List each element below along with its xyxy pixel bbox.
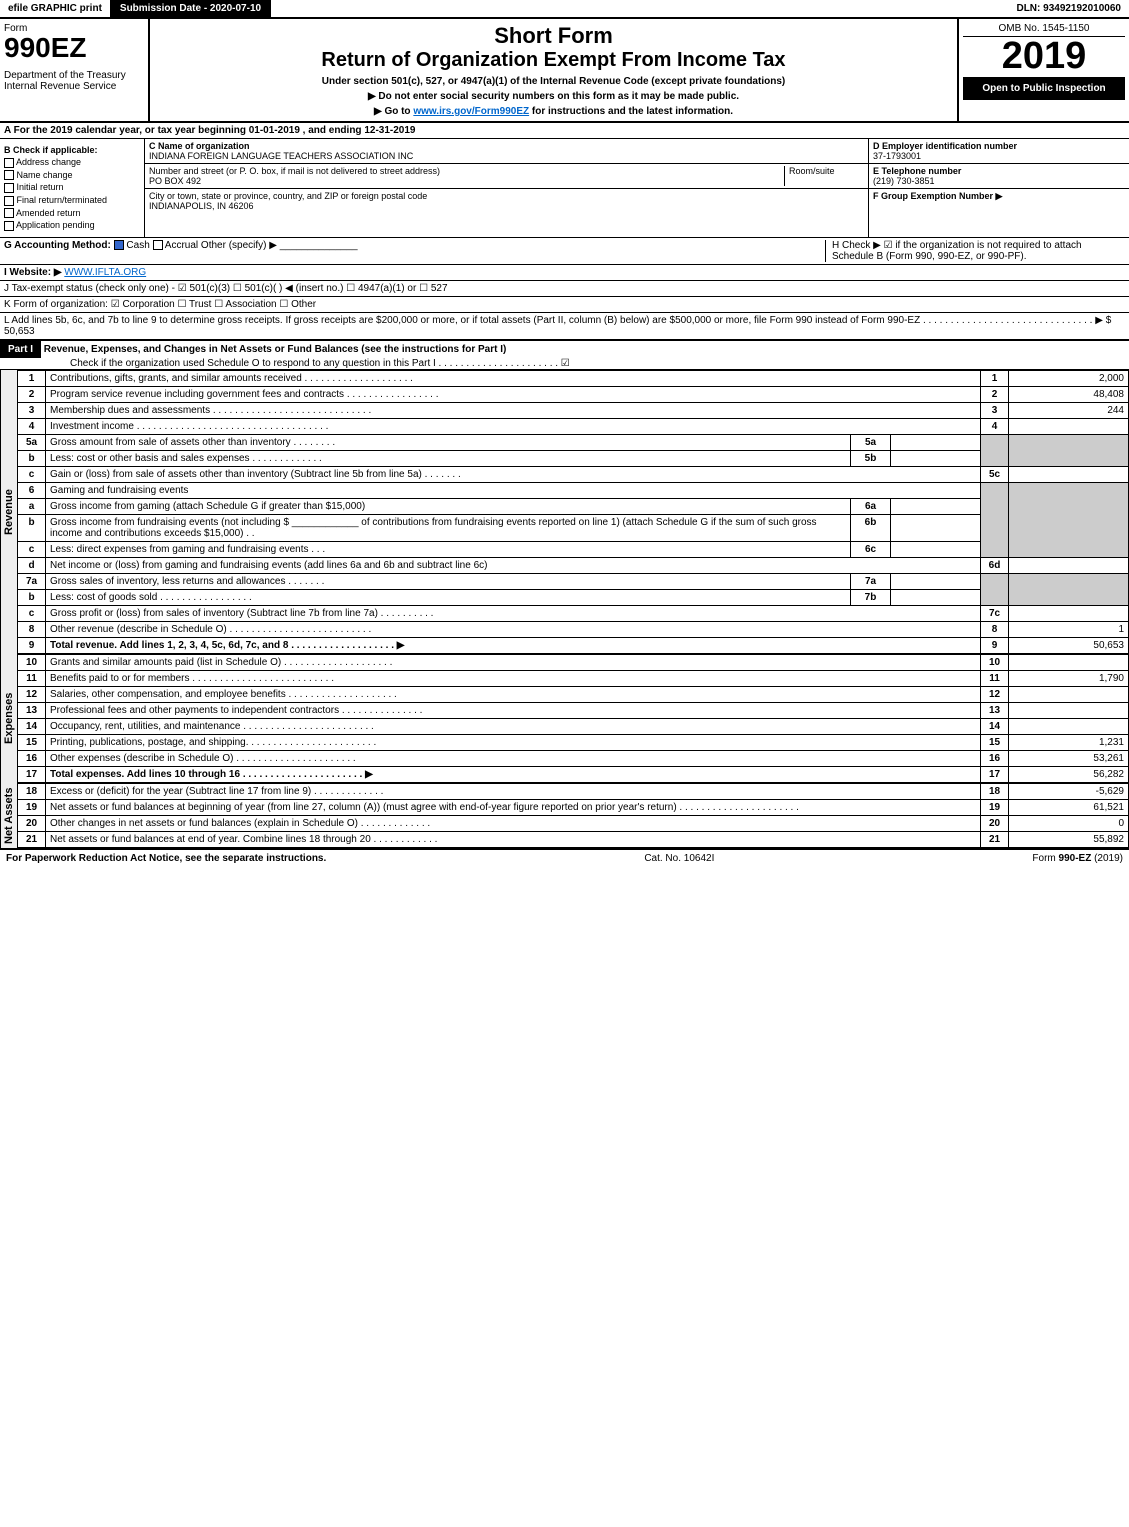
row-a-taxyear: A For the 2019 calendar year, or tax yea…	[0, 123, 1129, 139]
part-i-badge: Part I	[0, 341, 41, 358]
netassets-table: 18Excess or (deficit) for the year (Subt…	[17, 783, 1129, 848]
tel-value: (219) 730-3851	[873, 176, 935, 186]
goto-suffix: for instructions and the latest informat…	[532, 106, 733, 117]
info-grid: B Check if applicable: Address change Na…	[0, 139, 1129, 238]
irs-link[interactable]: www.irs.gov/Form990EZ	[413, 106, 529, 117]
room-label: Room/suite	[784, 166, 864, 186]
subtitle-ssn: ▶ Do not enter social security numbers o…	[154, 91, 953, 102]
top-bar: efile GRAPHIC print Submission Date - 20…	[0, 0, 1129, 19]
check-initial[interactable]: Initial return	[4, 182, 140, 193]
street-value: PO BOX 492	[149, 176, 201, 186]
revenue-area: Revenue 1Contributions, gifts, grants, a…	[0, 370, 1129, 654]
section-l: L Add lines 5b, 6c, and 7b to line 9 to …	[0, 313, 1129, 340]
city-label: City or town, state or province, country…	[149, 191, 427, 201]
check-final[interactable]: Final return/terminated	[4, 195, 140, 206]
section-k: K Form of organization: ☑ Corporation ☐ …	[0, 297, 1129, 313]
street-label: Number and street (or P. O. box, if mail…	[149, 166, 440, 176]
vtab-expenses: Expenses	[0, 654, 17, 783]
section-i: I Website: ▶ WWW.IFLTA.ORG	[0, 265, 1129, 281]
city-value: INDIANAPOLIS, IN 46206	[149, 201, 254, 211]
check-pending[interactable]: Application pending	[4, 220, 140, 231]
g-label: G Accounting Method:	[4, 240, 111, 251]
footer-row: For Paperwork Reduction Act Notice, see …	[0, 848, 1129, 867]
subtitle-section: Under section 501(c), 527, or 4947(a)(1)…	[154, 76, 953, 87]
netassets-area: Net Assets 18Excess or (deficit) for the…	[0, 783, 1129, 848]
return-title: Return of Organization Exempt From Incom…	[154, 49, 953, 72]
footer-center: Cat. No. 10642I	[644, 853, 714, 864]
form-id-col: Form 990EZ Department of the Treasury In…	[0, 19, 150, 121]
goto-text: ▶ Go to	[374, 106, 413, 117]
footer-right: Form 990-EZ (2019)	[1032, 853, 1123, 864]
dept-treasury: Department of the Treasury	[4, 62, 144, 81]
section-j: J Tax-exempt status (check only one) - ☑…	[0, 281, 1129, 297]
expenses-table: 10Grants and similar amounts paid (list …	[17, 654, 1129, 783]
check-amended[interactable]: Amended return	[4, 208, 140, 219]
e-tel-label: E Telephone number	[873, 166, 961, 176]
vtab-netassets: Net Assets	[0, 783, 17, 848]
irs-label: Internal Revenue Service	[4, 81, 144, 92]
org-name: INDIANA FOREIGN LANGUAGE TEACHERS ASSOCI…	[149, 151, 413, 161]
short-form-title: Short Form	[154, 23, 953, 49]
section-gh: G Accounting Method: Cash Accrual Other …	[0, 238, 1129, 265]
expenses-area: Expenses 10Grants and similar amounts pa…	[0, 654, 1129, 783]
part-i-header: Part I Revenue, Expenses, and Changes in…	[0, 340, 1129, 370]
section-b-title: B Check if applicable:	[4, 145, 140, 155]
part-i-check: Check if the organization used Schedule …	[0, 358, 570, 369]
d-ein-label: D Employer identification number	[873, 141, 1017, 151]
year-col: OMB No. 1545-1150 2019 Open to Public In…	[959, 19, 1129, 121]
section-c: C Name of organization INDIANA FOREIGN L…	[145, 139, 869, 237]
check-accrual[interactable]	[153, 240, 163, 250]
ein-value: 37-1793001	[873, 151, 921, 161]
title-col: Short Form Return of Organization Exempt…	[150, 19, 959, 121]
check-name[interactable]: Name change	[4, 170, 140, 181]
tax-year: 2019	[963, 37, 1125, 75]
footer-left: For Paperwork Reduction Act Notice, see …	[6, 853, 326, 864]
section-def: D Employer identification number 37-1793…	[869, 139, 1129, 237]
form-header: Form 990EZ Department of the Treasury In…	[0, 19, 1129, 123]
form-number: 990EZ	[4, 34, 144, 62]
part-i-title: Revenue, Expenses, and Changes in Net As…	[44, 344, 507, 355]
dln-number: DLN: 93492192010060	[1008, 0, 1129, 17]
check-cash[interactable]	[114, 240, 124, 250]
submission-date: Submission Date - 2020-07-10	[112, 0, 271, 17]
revenue-table: 1Contributions, gifts, grants, and simil…	[17, 370, 1129, 654]
section-b: B Check if applicable: Address change Na…	[0, 139, 145, 237]
c-name-label: C Name of organization	[149, 141, 250, 151]
website-link[interactable]: WWW.IFLTA.ORG	[64, 267, 146, 278]
efile-label[interactable]: efile GRAPHIC print	[0, 0, 112, 17]
subtitle-link: ▶ Go to www.irs.gov/Form990EZ for instru…	[154, 106, 953, 117]
check-address[interactable]: Address change	[4, 157, 140, 168]
f-group-label: F Group Exemption Number ▶	[873, 191, 1002, 201]
vtab-revenue: Revenue	[0, 370, 17, 654]
section-h: H Check ▶ ☑ if the organization is not r…	[825, 240, 1125, 262]
open-public-badge: Open to Public Inspection	[963, 77, 1125, 100]
i-label: I Website: ▶	[4, 267, 62, 278]
